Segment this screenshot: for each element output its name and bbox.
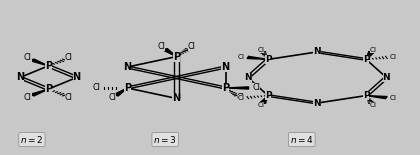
Text: P: P bbox=[45, 84, 52, 94]
Text: Cl: Cl bbox=[389, 54, 396, 60]
Polygon shape bbox=[30, 89, 48, 96]
Text: Cl: Cl bbox=[65, 93, 73, 102]
Text: Cl: Cl bbox=[24, 93, 32, 102]
Text: P: P bbox=[363, 91, 370, 100]
Text: N: N bbox=[16, 73, 24, 82]
Text: P: P bbox=[124, 83, 131, 93]
Text: N: N bbox=[221, 62, 230, 72]
Text: N: N bbox=[172, 93, 181, 103]
Text: $n=4$: $n=4$ bbox=[290, 134, 314, 145]
Text: Cl: Cl bbox=[257, 102, 265, 108]
Text: Cl: Cl bbox=[157, 42, 165, 51]
Text: Cl: Cl bbox=[370, 102, 377, 108]
Text: Cl: Cl bbox=[65, 53, 73, 62]
Polygon shape bbox=[113, 88, 127, 96]
Text: Cl: Cl bbox=[24, 53, 32, 62]
Text: N: N bbox=[383, 73, 390, 82]
Text: $n=2$: $n=2$ bbox=[20, 134, 44, 145]
Text: Cl: Cl bbox=[188, 42, 196, 51]
Text: N: N bbox=[123, 62, 131, 72]
Text: Cl: Cl bbox=[370, 46, 377, 53]
Text: P: P bbox=[265, 91, 271, 100]
Text: $n=3$: $n=3$ bbox=[153, 134, 177, 145]
Polygon shape bbox=[162, 49, 176, 57]
Text: N: N bbox=[313, 47, 321, 56]
Polygon shape bbox=[226, 87, 249, 89]
Text: P: P bbox=[222, 83, 229, 93]
Text: Cl: Cl bbox=[238, 95, 245, 101]
Polygon shape bbox=[247, 56, 268, 59]
Text: Cl: Cl bbox=[252, 83, 260, 93]
Text: Cl: Cl bbox=[389, 95, 396, 101]
Polygon shape bbox=[366, 52, 374, 59]
Polygon shape bbox=[260, 96, 268, 103]
Text: Cl: Cl bbox=[93, 83, 100, 93]
Text: Cl: Cl bbox=[108, 93, 116, 102]
Text: N: N bbox=[244, 73, 252, 82]
Text: P: P bbox=[45, 61, 52, 71]
Text: P: P bbox=[363, 55, 370, 64]
Text: P: P bbox=[173, 52, 180, 62]
Text: Cl: Cl bbox=[257, 46, 265, 53]
Text: Cl: Cl bbox=[237, 93, 245, 102]
Text: Cl: Cl bbox=[238, 54, 245, 60]
Polygon shape bbox=[366, 96, 387, 99]
Text: N: N bbox=[73, 73, 81, 82]
Text: P: P bbox=[265, 55, 271, 64]
Text: N: N bbox=[313, 99, 321, 108]
Polygon shape bbox=[30, 59, 48, 66]
